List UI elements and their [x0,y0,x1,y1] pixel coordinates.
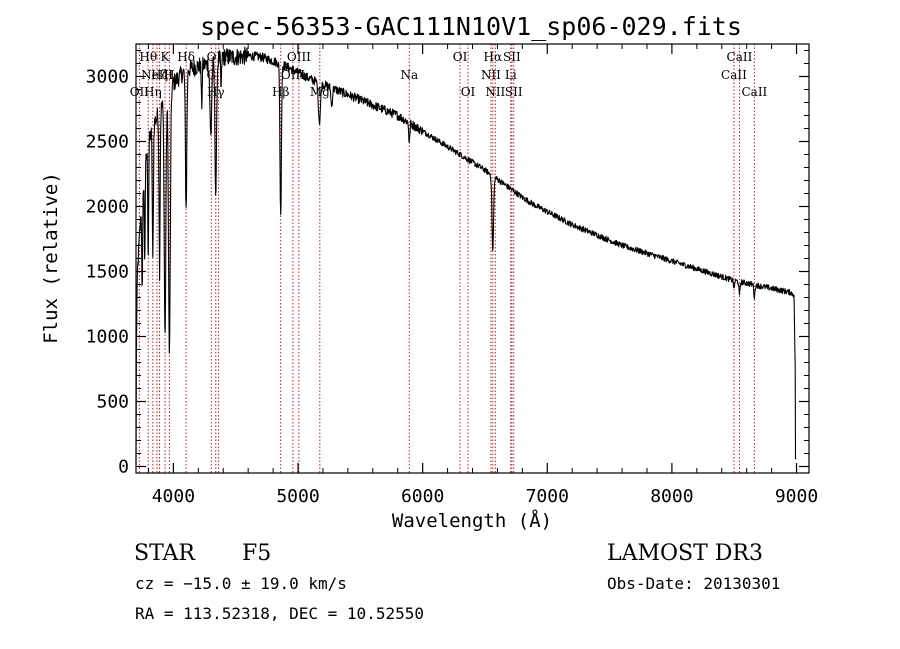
spectral-line-label: OI [453,50,468,64]
x-tick-label: 5000 [276,486,319,507]
survey-name: LAMOST DR3 [607,541,763,566]
spectral-line-label: NII [485,85,505,99]
spectral-line-label: CaII [741,85,767,99]
object-class: STAR [134,541,196,566]
x-tick-label: 7000 [526,486,569,507]
obs-date-text: Obs-Date: 20130301 [607,574,780,593]
spectral-line-label: Hγ [207,85,225,99]
spectral-line-label: SII [503,50,521,64]
spectral-line-label: OI [461,85,476,99]
y-tick-label: 2500 [86,132,129,153]
spectral-line-label: K [161,50,171,64]
spectral-line-label: Hα [484,50,503,64]
spectral-line-label: SII [505,85,523,99]
spectral-line-label: H [164,68,174,82]
y-tick-label: 2000 [86,197,129,218]
y-tick-label: 0 [118,457,129,478]
spectral-line-label: Na [400,68,418,82]
redshift-text: cz = −15.0 ± 19.0 km/s [135,574,347,593]
spectral-line-label: OII [130,85,150,99]
spectral-line-label: CaII [727,50,753,64]
spectrum-line [135,46,797,464]
coordinates-text: RA = 113.52318, DEC = 10.52550 [135,604,424,623]
x-tick-label: 9000 [775,486,818,507]
y-tick-label: 3000 [86,67,129,88]
spectral-line-label: Hη [144,85,162,99]
spectral-line-label: G [206,68,216,82]
spectral-line-label: Hζ [151,68,168,82]
y-tick-label: 1500 [86,262,129,283]
x-axis-label: Wavelength (Å) [392,509,552,532]
spectral-line-label: Hθ [139,50,157,64]
y-tick-label: 500 [96,392,129,413]
y-tick-label: 1000 [86,327,129,348]
spectral-line-label: Hβ [272,85,289,99]
chart-title: spec-56353-GAC111N10V1_sp06-029.fits [200,12,742,41]
y-axis-label: Flux (relative) [40,172,62,344]
x-tick-label: 4000 [152,486,195,507]
axis-ticks: 4000 5000 6000 7000 8000 9000 0 500 1000 1500 2000… [86,44,818,507]
x-tick-label: 8000 [650,486,693,507]
spectral-subclass: F5 [242,541,271,566]
spectral-line-label: CaII [721,68,747,82]
spectral-line-label: NII [481,68,501,82]
spectral-line-label: Li [505,68,517,82]
spectral-line-label: NeIII [141,68,173,82]
spectral-line-label: Hδ [177,50,195,64]
x-tick-label: 6000 [401,486,444,507]
spectral-line-label: OIII [287,50,311,64]
